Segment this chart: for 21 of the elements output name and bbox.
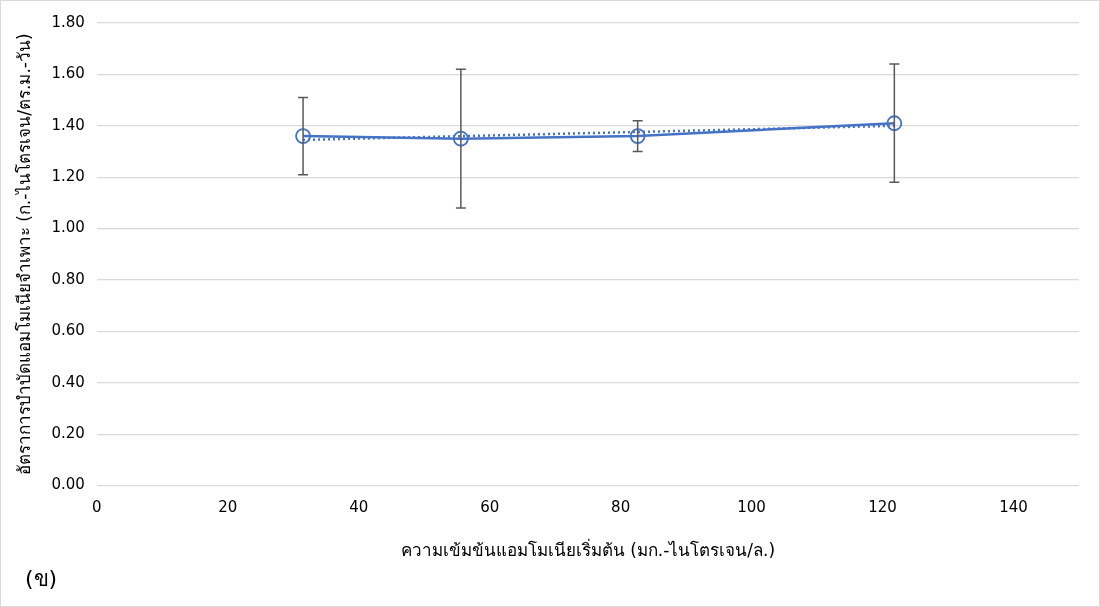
x-tick-label: 20 (218, 498, 238, 517)
x-axis-title: ความเข้มข้นแอมโมเนียเริ่มต้น (มก.-ไนโตรเจน/ล.) (400, 538, 776, 561)
x-tick-label: 140 (999, 498, 1028, 517)
y-tick-label: 1.60 (51, 64, 85, 83)
x-tick-label: 40 (349, 498, 369, 517)
y-tick-label: 0.40 (51, 372, 85, 391)
x-tick-label: 0 (92, 498, 102, 517)
x-tick-label: 80 (611, 498, 631, 517)
x-tick-label: 100 (737, 498, 766, 517)
y-tick-label: 0.60 (51, 321, 85, 340)
y-tick-label: 0.00 (51, 475, 85, 494)
y-tick-label: 0.20 (51, 424, 85, 443)
y-tick-label: 1.20 (51, 167, 85, 186)
y-axis-title: อัตราการบำบัดแอมโมเนียจำเพาะ (ก.-ไนโตรเจน/ตร.ม.-วัน) (13, 33, 34, 476)
y-tick-label: 1.40 (51, 115, 85, 134)
x-tick-label: 120 (868, 498, 897, 517)
text: (ข) (25, 565, 58, 593)
x-tick-label: 60 (480, 498, 500, 517)
y-tick-label: 0.80 (51, 269, 85, 288)
y-tick-label: 1.00 (51, 218, 85, 237)
y-tick-label: 1.80 (51, 12, 85, 31)
